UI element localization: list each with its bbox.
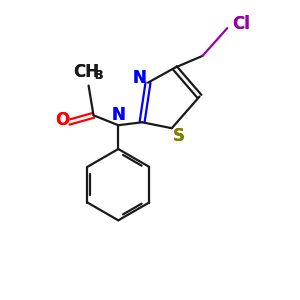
Circle shape bbox=[132, 71, 146, 85]
Circle shape bbox=[111, 108, 125, 122]
Text: O: O bbox=[55, 111, 69, 129]
Text: 3: 3 bbox=[94, 69, 103, 82]
Text: Cl: Cl bbox=[232, 15, 250, 33]
Text: Cl: Cl bbox=[232, 15, 250, 33]
Text: S: S bbox=[173, 127, 185, 145]
Text: 3: 3 bbox=[94, 69, 103, 82]
Circle shape bbox=[231, 14, 251, 34]
Circle shape bbox=[172, 129, 186, 143]
Text: CH: CH bbox=[74, 63, 100, 81]
Text: S: S bbox=[173, 127, 185, 145]
Text: N: N bbox=[132, 69, 146, 87]
Text: O: O bbox=[55, 111, 69, 129]
Text: CH: CH bbox=[74, 63, 100, 81]
Text: N: N bbox=[111, 106, 125, 124]
Text: N: N bbox=[132, 69, 146, 87]
Circle shape bbox=[55, 113, 69, 127]
Text: N: N bbox=[111, 106, 125, 124]
